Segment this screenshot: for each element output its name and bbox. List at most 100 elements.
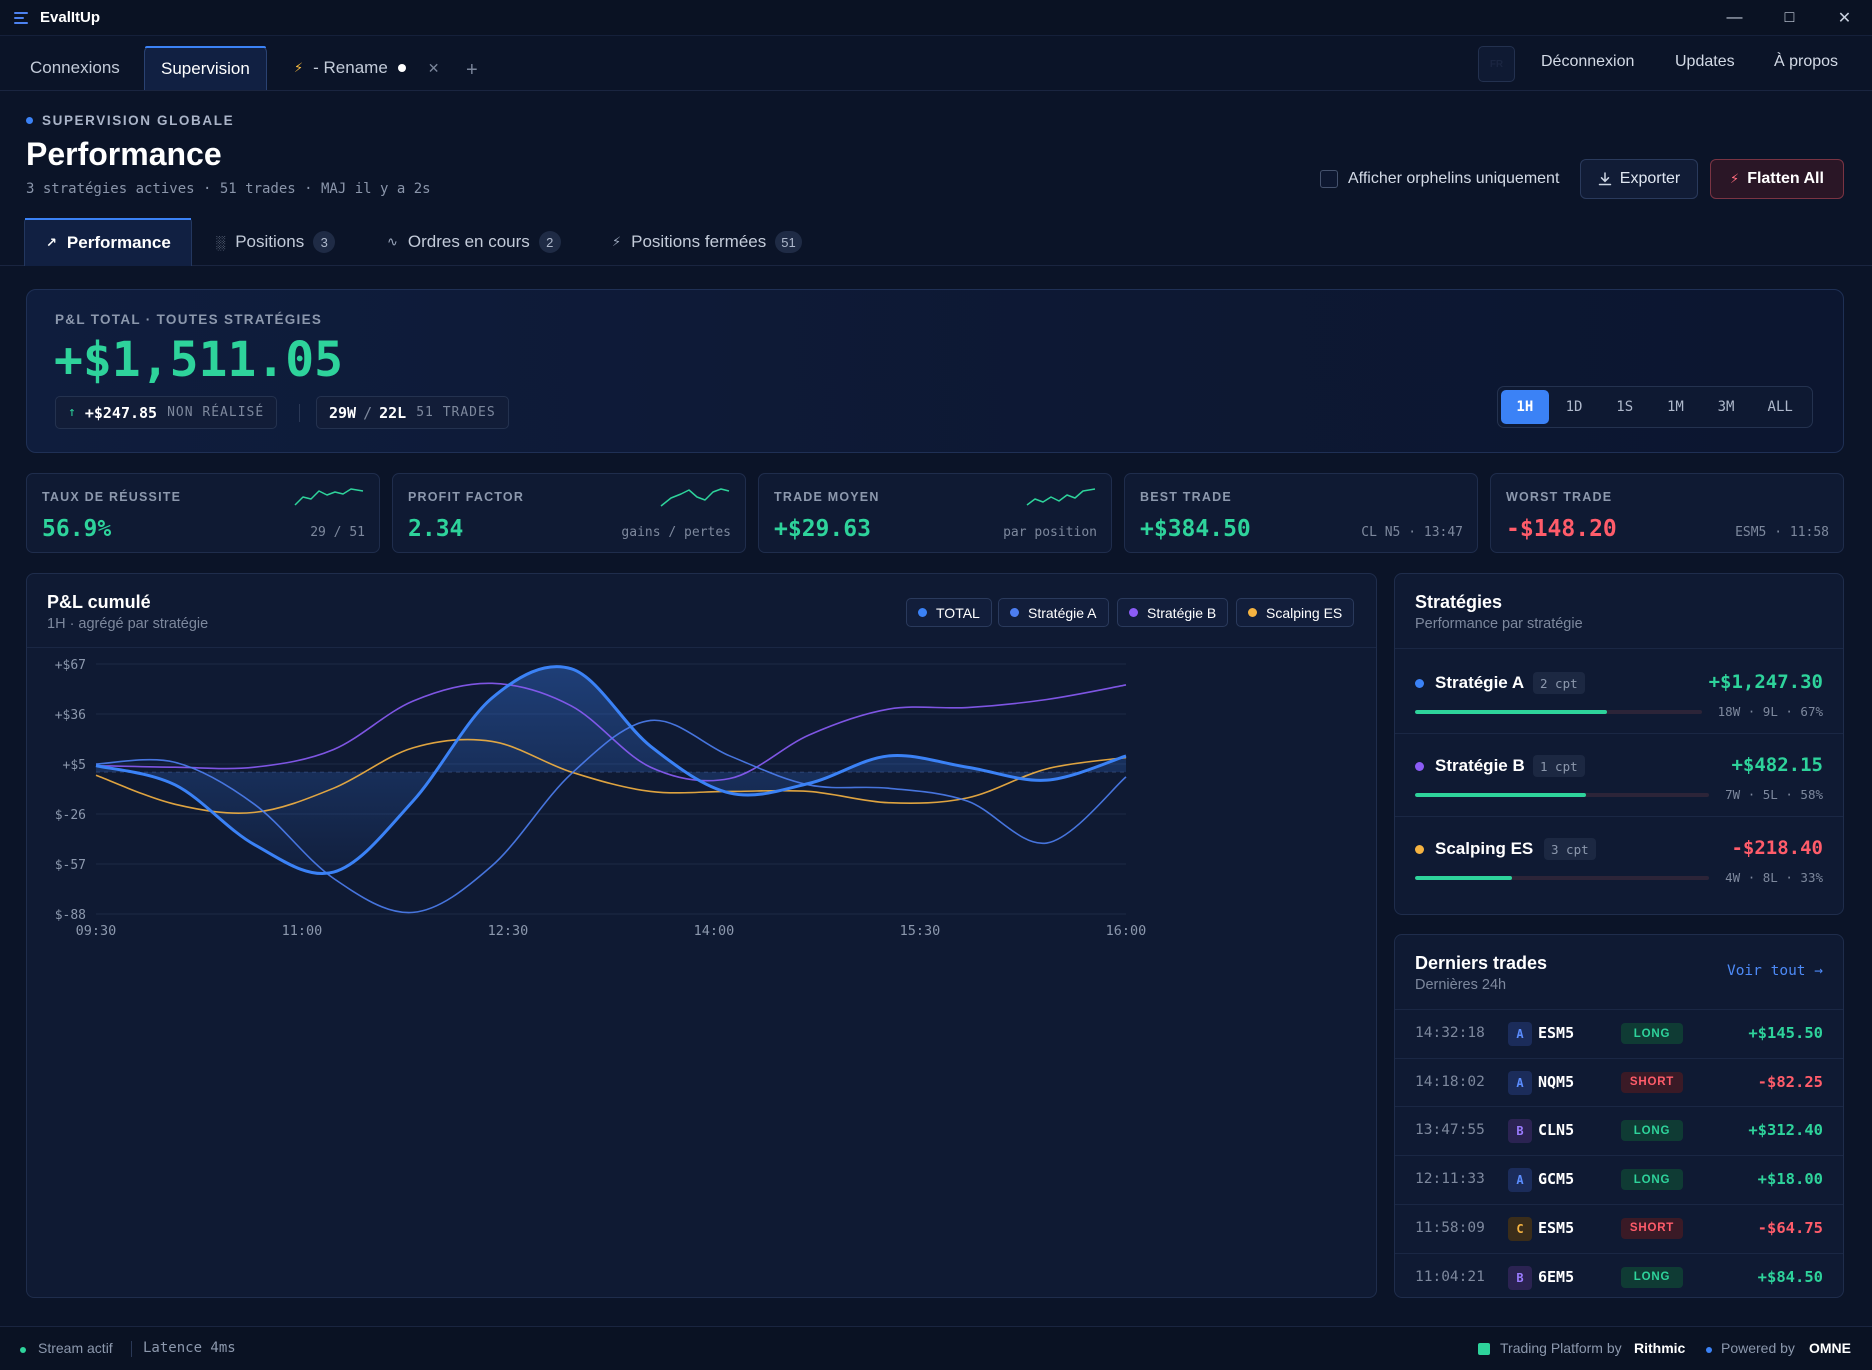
- trade-row[interactable]: 11:04:21 B 6EM5 LONG +$84.50: [1395, 1252, 1843, 1298]
- flatten-label: Flatten All: [1747, 170, 1824, 187]
- flatten-all-button[interactable]: ⚡ Flatten All: [1710, 159, 1844, 199]
- strategy-name: Scalping ES: [1435, 839, 1534, 858]
- bolt-icon: ⚡: [612, 234, 622, 249]
- legend-dot-icon: [1129, 608, 1138, 617]
- stat-value: 2.34: [408, 516, 464, 542]
- hamburger-menu-icon[interactable]: [14, 11, 28, 24]
- account-count: 3 cpt: [1544, 838, 1596, 860]
- trade-row[interactable]: 13:47:55 B CLN5 LONG +$312.40: [1395, 1106, 1843, 1154]
- minimize-button[interactable]: —: [1726, 9, 1743, 26]
- tab-open-orders[interactable]: ∿ Ordres en cours 2: [387, 218, 561, 266]
- series-line-strat-gie-b: [95, 682, 1127, 782]
- range-1s-button[interactable]: 1S: [1616, 399, 1634, 415]
- view-tabs: ↗ Performance ░ Positions 3 ∿ Ordres en …: [0, 216, 1872, 266]
- range-all-button[interactable]: ALL: [1767, 399, 1793, 415]
- trade-row[interactable]: 14:18:02 A NQM5 SHORT -$82.25: [1395, 1057, 1843, 1106]
- stat-label: PROFIT FACTOR: [408, 490, 525, 504]
- stat-label: BEST TRADE: [1140, 490, 1232, 504]
- strategy-row-b[interactable]: Stratégie B 1 cpt +$482.15 7W · 5L · 58%: [1395, 733, 1843, 816]
- tab-positions[interactable]: ░ Positions 3: [216, 218, 336, 266]
- tab-rename[interactable]: ⚡ - Rename ✕: [278, 46, 456, 90]
- close-window-button[interactable]: ✕: [1837, 10, 1852, 27]
- legend-total[interactable]: TOTAL: [906, 598, 992, 627]
- status-bar: Stream actif Latence 4ms Trading Platfor…: [0, 1326, 1872, 1370]
- tab-performance[interactable]: ↗ Performance: [24, 218, 192, 266]
- win-rate-fill: [1415, 876, 1513, 880]
- trade-time: 11:58:09: [1415, 1219, 1485, 1236]
- y-tick-label: +$67: [55, 658, 86, 673]
- bolt-icon: ⚡: [294, 60, 304, 75]
- about-link[interactable]: À propos: [1774, 53, 1839, 70]
- strategies-panel: Stratégies Performance par stratégie Str…: [1394, 573, 1844, 915]
- tab-connexions[interactable]: Connexions: [14, 46, 136, 90]
- language-badge[interactable]: FR: [1478, 46, 1515, 82]
- side-badge: LONG: [1621, 1023, 1683, 1044]
- strategy-row-scalping[interactable]: Scalping ES 3 cpt -$218.40 4W · 8L · 33%: [1395, 816, 1843, 899]
- side-badge: SHORT: [1621, 1217, 1683, 1239]
- legend-strategy-a[interactable]: Stratégie A: [998, 598, 1109, 627]
- stat-card-win-rate: TAUX DE RÉUSSITE 56.9% 29 / 51: [26, 473, 380, 553]
- bolt-icon: ⚡: [1730, 171, 1740, 186]
- wins-value: 29W: [329, 403, 357, 422]
- close-tab-icon[interactable]: ✕: [427, 59, 440, 76]
- chart-title: P&L cumulé: [47, 592, 151, 612]
- win-loss-pill: 29W / 22L 51 TRADES: [316, 396, 509, 429]
- trade-pnl: +$145.50: [1748, 1024, 1823, 1042]
- legend-dot-icon: [1010, 608, 1019, 617]
- win-rate-bar: [1415, 710, 1702, 714]
- arrow-up-icon: ↑: [68, 405, 76, 420]
- cumulative-pnl-panel: P&L cumulé 1H · agrégé par stratégie TOT…: [26, 573, 1377, 1298]
- tab-supervision[interactable]: Supervision: [144, 46, 267, 90]
- side-badge: LONG: [1621, 1169, 1683, 1191]
- trade-row[interactable]: 12:11:33 A GCM5 LONG +$18.00: [1395, 1155, 1843, 1203]
- count-badge: 3: [313, 231, 336, 253]
- trade-pnl: -$82.25: [1757, 1072, 1823, 1091]
- legend-scalping-es[interactable]: Scalping ES: [1236, 598, 1355, 627]
- win-loss-stats: 18W · 9L · 67%: [1717, 704, 1823, 719]
- logout-link[interactable]: Déconnexion: [1541, 53, 1635, 70]
- count-badge: 51: [775, 231, 802, 253]
- stat-card-best-trade: BEST TRADE +$384.50 CL N5 · 13:47: [1124, 473, 1478, 553]
- trade-time: 11:04:21: [1415, 1268, 1485, 1285]
- range-3m-button[interactable]: 3M: [1717, 399, 1735, 415]
- checkbox-box[interactable]: [1320, 170, 1338, 188]
- legend-label: TOTAL: [936, 604, 980, 621]
- range-1d-button[interactable]: 1D: [1565, 399, 1583, 415]
- orphans-checkbox[interactable]: Afficher orphelins uniquement: [1320, 170, 1559, 188]
- range-1m-button[interactable]: 1M: [1666, 399, 1684, 415]
- unsaved-dot-icon: [397, 64, 406, 72]
- page-title: Performance: [26, 136, 222, 172]
- see-all-link[interactable]: Voir tout →: [1726, 963, 1823, 979]
- losses-value: 22L: [379, 403, 407, 422]
- strategy-dot-icon: [1415, 845, 1424, 854]
- stat-aux: 29 / 51: [310, 525, 365, 540]
- series-line-strat-gie-a: [95, 719, 1127, 914]
- stat-value: -$148.20: [1506, 516, 1617, 542]
- range-1h-button[interactable]: 1H: [1501, 390, 1549, 424]
- divider: [131, 1341, 132, 1357]
- legend-label: Stratégie B: [1147, 604, 1217, 621]
- page-subtitle: 3 stratégies actives · 51 trades · MAJ i…: [26, 181, 431, 197]
- trade-pnl: +$18.00: [1757, 1170, 1823, 1189]
- strategy-row-a[interactable]: Stratégie A 2 cpt +$1,247.30 18W · 9L · …: [1395, 650, 1843, 733]
- win-loss-stats: 4W · 8L · 33%: [1725, 870, 1823, 885]
- title-bar: EvalItUp — □ ✕: [0, 0, 1872, 36]
- x-tick-label: 14:00: [694, 923, 735, 939]
- pnl-value: +$1,511.05: [54, 332, 343, 388]
- strategy-dot-icon: [1415, 762, 1424, 771]
- side-badge: LONG: [1621, 1266, 1683, 1288]
- updates-link[interactable]: Updates: [1675, 53, 1735, 70]
- stat-label: TRADE MOYEN: [774, 490, 880, 504]
- maximize-button[interactable]: □: [1784, 9, 1795, 26]
- divider: [1395, 816, 1843, 817]
- win-rate-fill: [1415, 710, 1608, 714]
- export-button[interactable]: Exporter: [1580, 159, 1698, 199]
- legend-strategy-b[interactable]: Stratégie B: [1117, 598, 1229, 627]
- trade-row[interactable]: 11:58:09 C ESM5 SHORT -$64.75: [1395, 1203, 1843, 1252]
- trade-row[interactable]: 14:32:18 A ESM5 LONG +$145.50: [1395, 1009, 1843, 1057]
- stat-value: +$384.50: [1140, 516, 1251, 542]
- panel-title: Derniers trades: [1415, 953, 1548, 973]
- add-tab-icon[interactable]: +: [466, 59, 478, 81]
- strategy-name: Stratégie A: [1435, 673, 1525, 692]
- tab-closed-positions[interactable]: ⚡ Positions fermées 51: [612, 218, 802, 266]
